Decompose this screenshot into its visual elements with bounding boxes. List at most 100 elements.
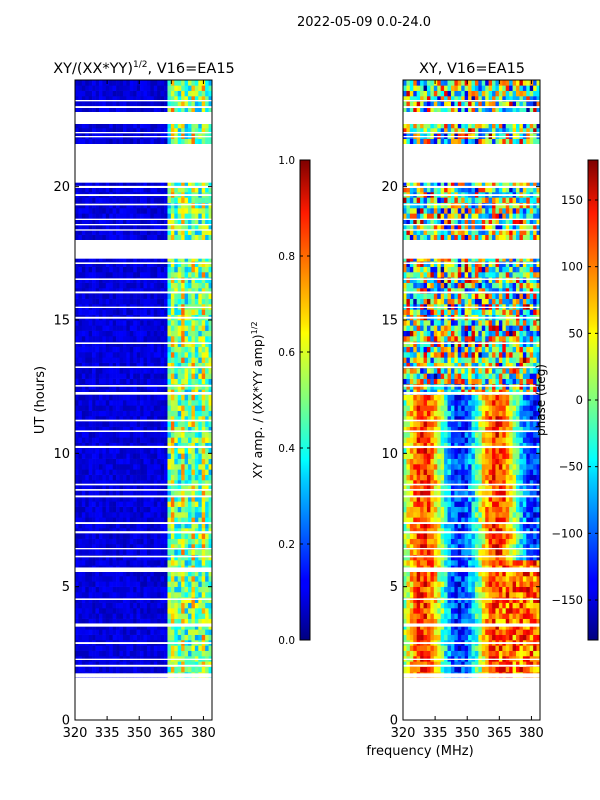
heatmap-cell — [88, 432, 93, 438]
heatmap-cell — [153, 432, 158, 438]
heatmap-cell — [208, 618, 213, 625]
heatmap-cell — [170, 597, 175, 603]
heatmap-cell — [170, 501, 175, 507]
heatmap-cell — [102, 202, 107, 209]
heatmap-cell — [208, 346, 213, 353]
heatmap-cell — [184, 453, 189, 459]
heatmap-cell — [143, 202, 148, 209]
heatmap-cell — [146, 336, 151, 342]
heatmap-cell — [440, 624, 445, 630]
heatmap-cell — [112, 346, 117, 353]
heatmap-cell — [102, 533, 107, 539]
heatmap-cell — [481, 650, 486, 657]
heatmap-cell — [78, 341, 83, 347]
heatmap-cell — [129, 410, 134, 417]
heatmap-cell — [126, 581, 131, 587]
heatmap-cell — [160, 618, 165, 625]
heatmap-cell — [498, 650, 503, 657]
heatmap-cell — [181, 480, 185, 486]
data-gap — [75, 430, 212, 432]
heatmap-cell — [140, 522, 144, 529]
heatmap-cell — [119, 384, 124, 390]
heatmap-cell — [88, 224, 93, 230]
heatmap-cell — [112, 384, 117, 390]
heatmap-cell — [205, 320, 209, 326]
heatmap-cell — [157, 528, 161, 534]
heatmap-cell — [78, 608, 83, 614]
heatmap-cell — [177, 410, 182, 417]
heatmap-cell — [502, 645, 507, 651]
heatmap-cell — [98, 298, 103, 305]
plot-frame-amplitude — [74, 79, 213, 721]
heatmap-cell — [174, 421, 179, 427]
heatmap-cell — [95, 528, 100, 534]
heatmap-cell — [208, 288, 213, 294]
heatmap-cell — [174, 277, 179, 283]
heatmap-cell — [129, 341, 134, 347]
heatmap-cell — [167, 138, 172, 145]
heatmap-cell — [146, 357, 151, 363]
heatmap-cell — [464, 661, 469, 667]
heatmap-cell — [188, 293, 192, 299]
heatmap-cell — [194, 208, 199, 214]
heatmap-cell — [205, 282, 209, 289]
heatmap-cell — [170, 666, 175, 673]
heatmap-cell — [109, 528, 113, 534]
heatmap-cell — [208, 357, 213, 363]
heatmap-cell — [177, 576, 182, 582]
heatmap-cell — [437, 618, 441, 625]
heatmap-cell — [85, 368, 90, 374]
heatmap-cell — [126, 138, 131, 145]
heatmap-cell — [181, 90, 185, 97]
heatmap-cell — [140, 624, 144, 630]
heatmap-cell — [78, 325, 83, 331]
heatmap-cell — [78, 346, 83, 353]
heatmap-cell — [129, 618, 134, 625]
heatmap-cell — [75, 426, 79, 433]
heatmap-cell — [129, 80, 134, 86]
heatmap-cell — [184, 218, 189, 225]
heatmap-cell — [98, 410, 103, 417]
heatmap-cell — [170, 80, 175, 86]
heatmap-cell — [119, 613, 124, 619]
heatmap-cell — [160, 624, 165, 630]
heatmap-cell — [140, 101, 144, 107]
heatmap-cell — [205, 229, 209, 235]
heatmap-cell — [164, 453, 168, 459]
heatmap-cell — [406, 650, 411, 657]
heatmap-cell — [191, 629, 196, 635]
heatmap-cell — [208, 96, 213, 102]
heatmap-cell — [116, 288, 120, 294]
heatmap-cell — [198, 293, 203, 299]
heatmap-cell — [208, 186, 213, 193]
heatmap-cell — [164, 458, 168, 465]
heatmap-cell — [198, 80, 203, 86]
heatmap-cell — [153, 298, 158, 305]
heatmap-cell — [78, 202, 83, 209]
heatmap-cell — [95, 634, 100, 641]
heatmap-cell — [205, 266, 209, 273]
heatmap-cell — [205, 202, 209, 209]
heatmap-cell — [85, 517, 90, 523]
heatmap-cell — [126, 602, 131, 609]
heatmap-cell — [75, 325, 79, 331]
heatmap-cell — [205, 426, 209, 433]
heatmap-cell — [194, 202, 199, 209]
heatmap-cell — [188, 309, 192, 315]
heatmap-cell — [109, 90, 113, 97]
heatmap-cell — [177, 266, 182, 273]
heatmap-cell — [92, 400, 96, 406]
heatmap-cell — [109, 586, 113, 593]
heatmap-cell — [112, 400, 117, 406]
heatmap-cell — [153, 549, 158, 555]
heatmap-cell — [75, 458, 79, 465]
heatmap-cell — [181, 122, 185, 129]
heatmap-cell — [136, 272, 141, 278]
heatmap-cell — [174, 624, 179, 630]
heatmap-cell — [88, 202, 93, 209]
heatmap-cell — [201, 277, 206, 283]
heatmap-cell — [133, 85, 137, 91]
heatmap-cell — [170, 437, 175, 443]
heatmap-cell — [85, 597, 90, 603]
heatmap-cell — [167, 352, 172, 358]
